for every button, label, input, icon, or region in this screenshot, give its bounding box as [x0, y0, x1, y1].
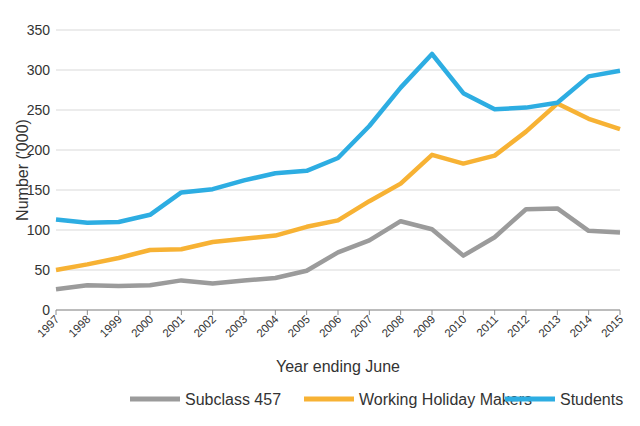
x-tick-label: 2009	[411, 313, 438, 340]
x-tick	[557, 310, 558, 315]
legend-swatch	[505, 397, 555, 402]
y-tick-label: 300	[27, 62, 51, 78]
plot-area	[56, 54, 620, 289]
series-line	[56, 54, 620, 223]
grid-line	[56, 110, 620, 111]
x-tick-label: 2002	[191, 313, 218, 340]
x-tick-label: 1999	[97, 313, 124, 340]
x-tick-label: 2005	[285, 313, 312, 340]
legend-label: Subclass 457	[185, 391, 281, 408]
x-tick-label: 2011	[474, 313, 500, 339]
x-tick	[306, 310, 307, 315]
grid-line	[56, 30, 620, 31]
y-tick-label: 250	[27, 102, 51, 118]
x-tick	[244, 310, 245, 315]
chart-svg: 0501001502002503003501997199819992000200…	[0, 0, 640, 426]
x-tick	[400, 310, 401, 315]
x-tick-label: 2008	[379, 313, 406, 340]
x-tick-label: 2014	[567, 313, 594, 340]
grid-line	[56, 190, 620, 191]
x-tick-label: 2007	[348, 313, 375, 340]
grid-line	[56, 270, 620, 271]
x-tick	[494, 310, 495, 315]
x-tick	[526, 310, 527, 315]
grid-line	[56, 230, 620, 231]
legend-swatch	[130, 397, 180, 402]
x-tick-label: 2001	[160, 313, 187, 340]
x-tick-label: 2012	[505, 313, 532, 340]
x-tick-label: 1997	[35, 313, 62, 340]
y-tick-label: 50	[34, 262, 50, 278]
x-tick	[56, 310, 57, 315]
x-tick-label: 2000	[129, 313, 156, 340]
y-tick-label: 350	[27, 22, 51, 38]
x-tick	[275, 310, 276, 315]
x-tick	[181, 310, 182, 315]
x-tick	[588, 310, 589, 315]
grid-line	[56, 150, 620, 151]
x-tick	[369, 310, 370, 315]
x-tick	[212, 310, 213, 315]
x-tick	[338, 310, 339, 315]
x-tick	[620, 310, 621, 315]
x-tick-label: 2006	[317, 313, 344, 340]
x-tick-label: 1998	[66, 313, 93, 340]
legend-swatch	[304, 397, 354, 402]
x-axis-title: Year ending June	[276, 358, 400, 375]
x-tick-label: 2004	[254, 313, 281, 340]
x-tick	[463, 310, 464, 315]
chart: 0501001502002503003501997199819992000200…	[0, 0, 640, 426]
x-tick	[87, 310, 88, 315]
x-tick	[118, 310, 119, 315]
series-line	[56, 104, 620, 270]
legend: Subclass 457Working Holiday MakersStuden…	[130, 391, 623, 408]
x-tick-label: 2010	[442, 313, 469, 340]
x-tick-label: 2003	[223, 313, 250, 340]
grid-line	[56, 70, 620, 71]
y-tick-label: 100	[27, 222, 51, 238]
x-tick	[432, 310, 433, 315]
legend-label: Students	[560, 391, 623, 408]
x-tick	[150, 310, 151, 315]
y-axis-title: Number ('000)	[14, 119, 31, 221]
x-tick-label: 2015	[599, 313, 626, 340]
x-tick-label: 2013	[536, 313, 563, 340]
